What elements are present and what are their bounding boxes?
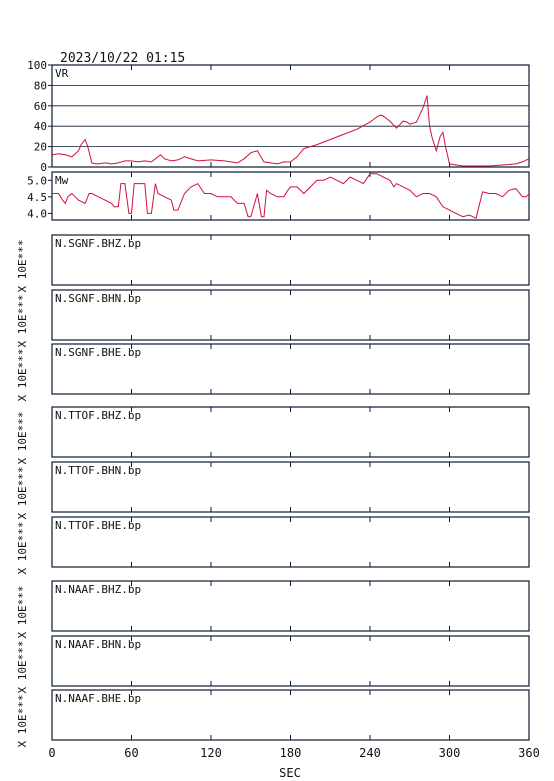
x-tick-label-1: 60 [124,746,138,760]
y-tick-label-0-3: 60 [34,100,47,113]
station-label-5: N.TTOF.BHE.bp [55,519,141,532]
station-label-1: N.SGNF.BHN.bp [55,292,141,305]
x-axis-label: SEC [279,766,301,780]
x-tick-label-6: 360 [518,746,540,760]
y-tick-label-0-4: 80 [34,79,47,92]
station-ylabel-6: X 10E*** [16,586,29,639]
y-tick-label-0-1: 20 [34,141,47,154]
station-ylabel-4: X 10E*** [16,467,29,520]
series-line-0 [51,95,530,167]
x-tick-label-3: 180 [280,746,302,760]
station-ylabel-5: X 10E*** [16,522,29,575]
y-tick-label-1-0: 4.0 [27,207,47,220]
station-ylabel-0: X 10E*** [16,240,29,293]
station-ylabel-2: X 10E*** [16,349,29,402]
station-label-2: N.SGNF.BHE.bp [55,346,141,359]
y-tick-label-0-5: 100 [27,59,47,72]
station-label-3: N.TTOF.BHZ.bp [55,409,141,422]
y-tick-label-0-2: 40 [34,120,47,133]
station-label-4: N.TTOF.BHN.bp [55,464,141,477]
station-ylabel-3: X 10E*** [16,412,29,465]
station-label-8: N.NAAF.BHE.bp [55,692,141,705]
station-ylabel-8: X 10E*** [16,695,29,748]
panel-label-0: VR [55,67,69,80]
x-tick-label-2: 120 [200,746,222,760]
x-tick-label-5: 300 [439,746,461,760]
panels-layer: 0 20 40 60 80 100 VR 4.0 4.5 5.0 Mw N.SGNF.BHZ.bp X … [16,59,540,760]
series-line-1 [52,173,530,220]
y-tick-label-1-1: 4.5 [27,191,47,204]
station-label-6: N.NAAF.BHZ.bp [55,583,141,596]
station-ylabel-7: X 10E*** [16,641,29,694]
panel-frame-1 [51,171,530,221]
panel-label-1: Mw [55,174,69,187]
station-label-7: N.NAAF.BHN.bp [55,638,141,651]
x-tick-label-0: 0 [48,746,55,760]
panel-frame-0 [51,64,530,168]
timestamp-title: 2023/10/22 01:15 [60,51,185,66]
y-tick-label-1-2: 5.0 [27,174,47,187]
y-tick-label-0-0: 0 [40,161,47,174]
x-tick-label-4: 240 [359,746,381,760]
station-label-0: N.SGNF.BHZ.bp [55,237,141,250]
station-ylabel-1: X 10E*** [16,295,29,348]
